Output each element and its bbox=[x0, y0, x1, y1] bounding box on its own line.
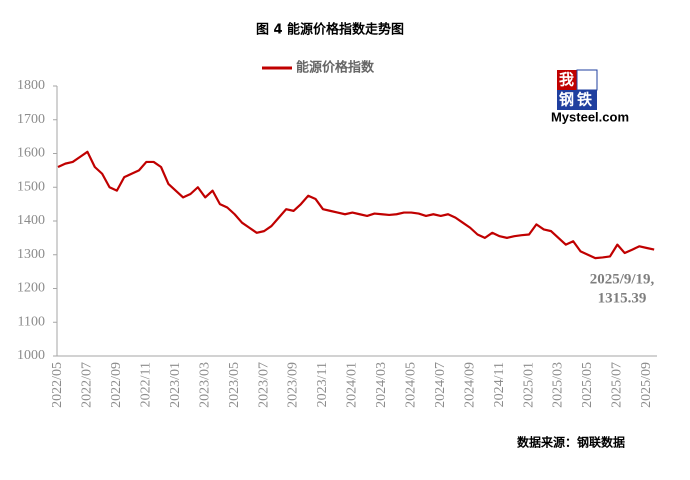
x-tick-label: 2023/09 bbox=[286, 362, 301, 408]
x-tick-label: 2024/01 bbox=[345, 362, 360, 408]
y-tick-label: 1100 bbox=[18, 314, 45, 329]
x-tick-label: 2023/05 bbox=[227, 362, 242, 408]
logo-box bbox=[557, 70, 577, 90]
x-tick-label: 2025/03 bbox=[551, 362, 566, 408]
logo-site: Mysteel.com bbox=[551, 109, 629, 124]
x-tick-label: 2023/03 bbox=[197, 362, 212, 408]
x-tick-label: 2022/05 bbox=[50, 362, 65, 408]
x-tick-label: 2022/07 bbox=[80, 362, 95, 408]
x-tick-label: 2024/09 bbox=[462, 362, 477, 408]
chart-title: 图 4 能源价格指数走势图 bbox=[256, 22, 404, 38]
annotation: 2025/9/19, bbox=[590, 271, 655, 287]
x-tick-label: 2025/01 bbox=[521, 362, 536, 408]
y-tick-label: 1400 bbox=[17, 213, 45, 228]
x-tick-label: 2023/07 bbox=[256, 362, 271, 408]
legend-label: 能源价格指数 bbox=[296, 60, 375, 76]
y-tick-label: 1600 bbox=[17, 146, 45, 161]
x-tick-label: 2025/05 bbox=[580, 362, 595, 408]
x-tick-label: 2024/07 bbox=[433, 362, 448, 408]
y-tick-label: 1700 bbox=[17, 112, 45, 127]
logo: 我的 钢铁 Mysteel.com bbox=[551, 69, 629, 124]
logo-box bbox=[557, 90, 597, 110]
logo-text: 我的 bbox=[559, 71, 595, 89]
logo-text: 钢铁 bbox=[559, 91, 595, 109]
x-tick-label: 2025/09 bbox=[639, 362, 654, 408]
x-tick-label: 2024/05 bbox=[403, 362, 418, 408]
y-tick-label: 1000 bbox=[17, 348, 45, 363]
annotation: 1315.39 bbox=[598, 290, 647, 306]
source: 数据来源：钢联数据 bbox=[517, 435, 625, 450]
line bbox=[57, 150, 655, 260]
y-tick-label: 1500 bbox=[17, 179, 45, 194]
x-tick-label: 2022/11 bbox=[139, 362, 154, 407]
x-tick-label: 2023/11 bbox=[315, 362, 330, 407]
x-tick-label: 2025/07 bbox=[610, 362, 625, 408]
x-tick-label: 2024/11 bbox=[492, 362, 507, 407]
x-tick-label: 2023/01 bbox=[168, 362, 183, 408]
y-tick-label: 1300 bbox=[17, 247, 45, 262]
x-tick-label: 2022/09 bbox=[109, 362, 124, 408]
y-tick-label: 1200 bbox=[17, 281, 45, 296]
y-tick-label: 1800 bbox=[17, 78, 45, 93]
x-tick-label: 2024/03 bbox=[374, 362, 389, 408]
